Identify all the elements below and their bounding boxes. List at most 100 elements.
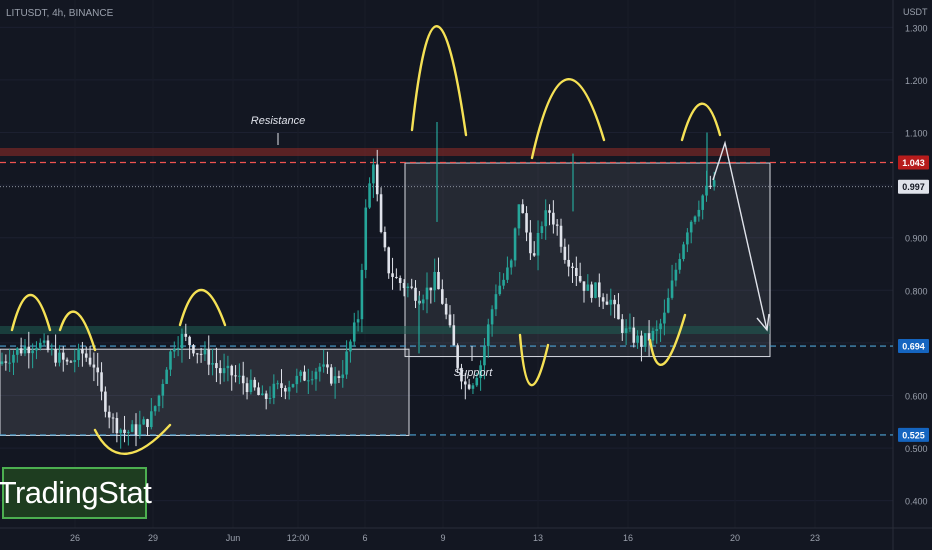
candle	[222, 368, 226, 374]
candle	[701, 195, 704, 210]
highlight-curve	[178, 289, 227, 327]
y-tick-label: 1.200	[905, 76, 928, 86]
candle	[529, 232, 532, 254]
candle	[598, 282, 601, 298]
candle	[609, 299, 613, 305]
candle	[402, 282, 406, 289]
x-tick-label: 13	[533, 533, 543, 543]
candle	[567, 259, 570, 267]
candle	[226, 365, 230, 369]
candle	[192, 345, 195, 354]
candle	[521, 204, 525, 214]
candle	[138, 424, 142, 436]
candle	[54, 349, 57, 363]
candle	[391, 273, 394, 277]
candle	[540, 226, 544, 233]
candle	[375, 164, 379, 195]
candle	[463, 381, 467, 385]
candle	[314, 371, 318, 380]
candle	[161, 383, 165, 396]
candle	[647, 333, 651, 341]
currency-label: USDT	[903, 7, 928, 17]
candle	[291, 384, 295, 388]
y-tick-label: 0.600	[905, 391, 928, 401]
candle	[559, 225, 563, 247]
candle	[165, 369, 168, 384]
candle	[176, 348, 180, 350]
candle	[475, 377, 479, 386]
candle	[84, 353, 88, 358]
candle	[4, 361, 8, 363]
candle	[172, 349, 176, 352]
candle	[322, 364, 325, 367]
candle	[81, 348, 84, 354]
candle	[563, 246, 567, 260]
candle	[379, 194, 383, 232]
candle	[498, 285, 502, 295]
candle	[207, 349, 211, 365]
y-tick-label: 1.300	[905, 23, 928, 33]
candle	[456, 345, 459, 368]
candle	[471, 385, 475, 389]
candle	[509, 260, 513, 268]
candle	[195, 353, 199, 355]
candle	[406, 286, 410, 289]
candle	[284, 388, 287, 392]
y-tick-label: 0.900	[905, 234, 928, 244]
price-badge	[898, 155, 929, 170]
candle	[502, 279, 505, 286]
candle	[318, 366, 322, 372]
candle	[50, 349, 54, 351]
candle	[245, 383, 249, 393]
candle	[142, 419, 145, 425]
x-tick-label: 12:00	[287, 533, 310, 543]
candle	[486, 324, 490, 347]
x-tick-label: 20	[730, 533, 740, 543]
candle	[624, 328, 628, 333]
y-tick-label: 1.100	[905, 129, 928, 139]
support-zone	[0, 326, 770, 334]
candle	[356, 319, 360, 323]
candle	[494, 294, 498, 310]
candle	[287, 387, 291, 392]
candle	[490, 309, 494, 325]
candle	[513, 228, 517, 261]
candle	[360, 269, 364, 320]
candle	[655, 329, 659, 331]
candle	[636, 335, 639, 343]
candle	[16, 348, 19, 355]
candle	[372, 164, 375, 184]
candle	[218, 368, 222, 374]
x-tick-label: 9	[440, 533, 445, 543]
projection-arrow	[712, 140, 768, 331]
candle	[444, 303, 448, 315]
candle	[352, 322, 356, 342]
candle	[104, 391, 107, 412]
candle	[307, 380, 310, 382]
candle	[617, 304, 620, 320]
candle	[326, 364, 329, 368]
highlight-curve	[518, 333, 550, 387]
candle	[150, 411, 153, 428]
candle	[620, 319, 624, 333]
symbol-label: LITUSDT, 4h, BINANCE	[6, 8, 114, 19]
candle	[272, 383, 276, 398]
candle	[383, 231, 387, 248]
candle	[429, 287, 433, 291]
upper-range-box	[404, 162, 771, 358]
resistance-zone	[0, 148, 770, 156]
candle	[61, 352, 65, 360]
candle	[73, 360, 77, 363]
price-badge-label: 0.997	[902, 182, 925, 192]
x-tick-label: Jun	[226, 533, 241, 543]
x-tick-label: 16	[623, 533, 633, 543]
tradingstat-logo: TradingStat	[0, 467, 152, 519]
highlight-curve	[530, 78, 606, 160]
watermark-text: TradingStat	[0, 475, 152, 510]
candle	[169, 351, 172, 370]
candle	[27, 346, 31, 354]
candle	[651, 330, 655, 341]
price-badge	[898, 427, 929, 442]
candle	[299, 371, 302, 376]
